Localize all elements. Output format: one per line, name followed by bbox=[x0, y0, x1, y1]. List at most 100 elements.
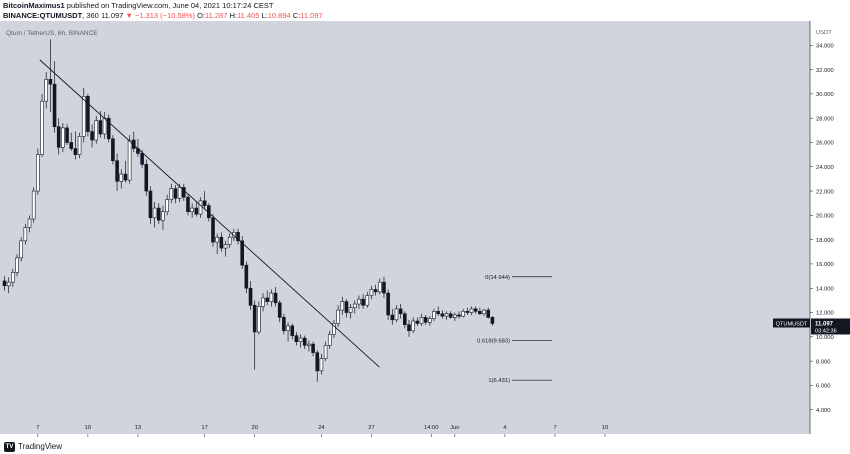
candle-body bbox=[48, 79, 53, 85]
candle bbox=[390, 308, 395, 325]
candle-body bbox=[186, 196, 190, 213]
candlestick-chart[interactable]: Qtum / TetherUS, 6h, BINANCE USDT 4.000 6… bbox=[0, 21, 850, 439]
candle bbox=[386, 289, 390, 320]
x-tick-label: 14:00 bbox=[424, 425, 439, 431]
candle-body bbox=[444, 313, 449, 317]
candle-body bbox=[436, 311, 440, 315]
candle bbox=[111, 135, 115, 165]
candle-body bbox=[27, 218, 32, 228]
candle-body bbox=[486, 309, 491, 318]
candle bbox=[152, 201, 157, 228]
candle-body bbox=[190, 207, 194, 213]
candle-body bbox=[227, 236, 232, 245]
candles-group bbox=[2, 39, 495, 382]
candle-body bbox=[478, 311, 482, 315]
x-tick-label: 13 bbox=[135, 425, 141, 431]
candle bbox=[336, 305, 340, 328]
candle-body bbox=[290, 325, 295, 336]
candle-body bbox=[177, 187, 182, 199]
candle-body bbox=[244, 264, 249, 289]
candle-body bbox=[465, 311, 470, 313]
fibonacci-group[interactable]: 0(14.944) 0.618(9.683) 1(6.431) bbox=[477, 275, 552, 384]
candle-body bbox=[398, 308, 403, 315]
price-tag bbox=[811, 318, 850, 335]
candle-body bbox=[277, 302, 282, 318]
candle bbox=[277, 300, 282, 323]
candle-body bbox=[31, 190, 36, 220]
candle-body bbox=[169, 188, 174, 200]
candle-body bbox=[257, 306, 261, 333]
open-label: O: bbox=[197, 11, 206, 20]
candle bbox=[453, 312, 457, 322]
candle-body bbox=[294, 335, 299, 342]
candle bbox=[465, 307, 470, 315]
candle-body bbox=[361, 298, 365, 306]
candle bbox=[436, 306, 440, 317]
candle bbox=[323, 341, 328, 362]
candle bbox=[48, 39, 53, 113]
currency-label: USDT bbox=[816, 30, 832, 36]
candle bbox=[473, 306, 478, 314]
candle bbox=[252, 300, 257, 370]
candle bbox=[407, 319, 411, 337]
candle bbox=[440, 310, 445, 319]
candle-body bbox=[69, 142, 74, 149]
x-tick-label: 10 bbox=[85, 425, 91, 431]
candle-body bbox=[403, 313, 407, 325]
y-axis: 4.000 6.000 8.000 10.000 12.000 14.000 16.000 1… bbox=[810, 43, 834, 414]
candle-body bbox=[469, 308, 474, 313]
author-name[interactable]: BitcoinMaximus1 bbox=[3, 1, 65, 10]
price-change: ▼ −1.313 (−10.58%) bbox=[125, 11, 195, 20]
trendline-group[interactable] bbox=[39, 59, 380, 368]
symbol-tag bbox=[773, 318, 810, 328]
candle-body bbox=[56, 126, 61, 148]
candle bbox=[190, 203, 194, 218]
candle-body bbox=[23, 227, 28, 242]
candle bbox=[69, 132, 74, 151]
candle-body bbox=[394, 308, 399, 321]
high-value: 11.405 bbox=[237, 11, 260, 20]
tradingview-logo[interactable]: TV TradingView bbox=[4, 441, 62, 452]
candle bbox=[265, 290, 270, 306]
candle-body bbox=[61, 127, 65, 148]
fib-level-label: 0(14.944) bbox=[485, 275, 510, 281]
candle-body bbox=[90, 131, 94, 141]
publish-line: BitcoinMaximus1 published on TradingView… bbox=[3, 1, 849, 11]
fib-level-label: 1(6.431) bbox=[488, 378, 510, 384]
candle bbox=[486, 307, 491, 319]
candle bbox=[257, 301, 261, 335]
close-value: 11.097 bbox=[300, 11, 323, 20]
candle bbox=[394, 305, 399, 323]
candle-body bbox=[161, 211, 165, 221]
candle-body bbox=[282, 317, 286, 332]
candle bbox=[215, 233, 219, 255]
candle bbox=[344, 299, 349, 318]
candle-body bbox=[377, 281, 382, 293]
candle-body bbox=[6, 281, 11, 287]
y-tick-label: 6.000 bbox=[816, 384, 831, 390]
candle bbox=[273, 287, 278, 307]
y-tick-label: 34.000 bbox=[816, 43, 834, 49]
candle bbox=[478, 307, 482, 315]
candle bbox=[457, 311, 461, 319]
candle bbox=[482, 308, 486, 317]
candle bbox=[469, 306, 474, 315]
candle bbox=[365, 291, 370, 308]
candle bbox=[123, 160, 128, 183]
x-axis: 7 10 13 17 20 24 27 14:00 Jun 4 7 10 bbox=[36, 425, 608, 437]
y-tick-label: 18.000 bbox=[816, 238, 834, 244]
candle-body bbox=[490, 317, 495, 324]
candle-body bbox=[286, 325, 290, 332]
candle-body bbox=[173, 188, 178, 199]
candle-body bbox=[15, 257, 19, 273]
candle bbox=[115, 153, 119, 192]
candle-body bbox=[123, 173, 128, 181]
candle bbox=[2, 276, 7, 291]
y-tick-label: 26.000 bbox=[816, 141, 834, 147]
candle-body bbox=[232, 232, 236, 238]
chart-area[interactable]: Qtum / TetherUS, 6h, BINANCE USDT 4.000 6… bbox=[0, 21, 850, 439]
x-tick-label: Jun bbox=[450, 425, 459, 431]
candle bbox=[428, 316, 432, 326]
candle bbox=[202, 191, 207, 209]
